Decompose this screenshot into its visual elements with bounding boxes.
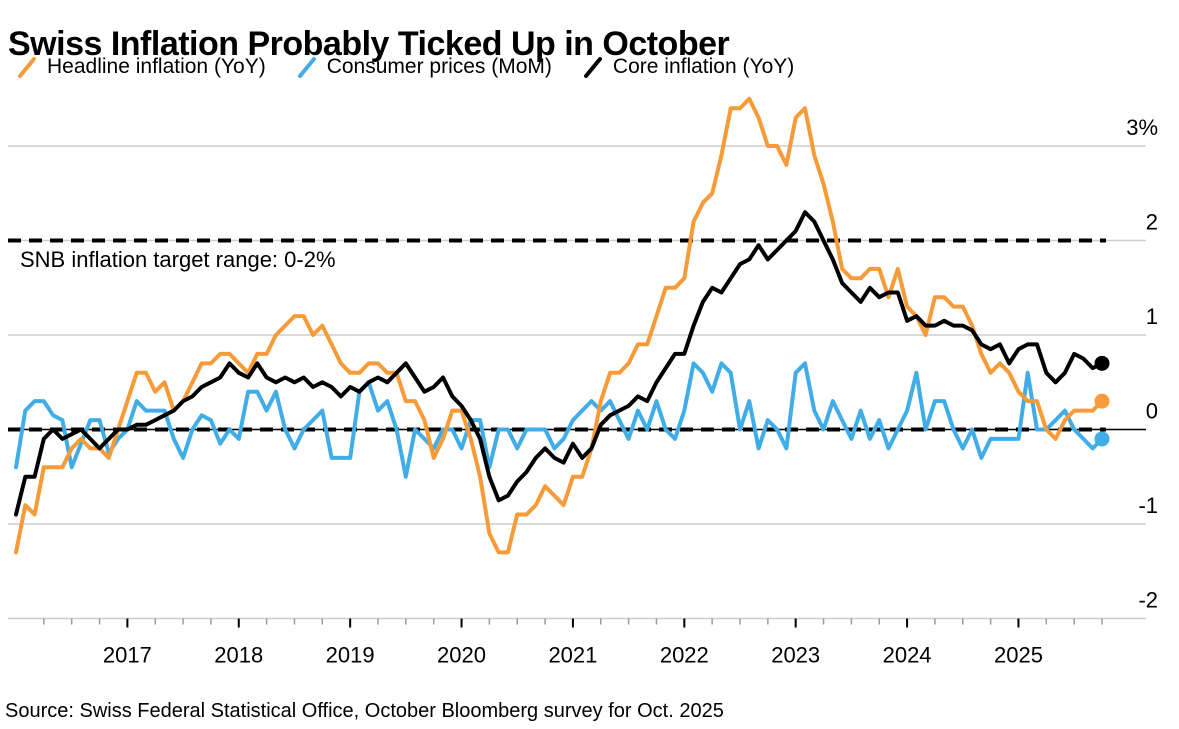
x-axis-label-2019: 2019	[326, 643, 375, 668]
snb-target-label: SNB inflation target range: 0-2%	[20, 247, 336, 272]
headline-end-dot	[1094, 393, 1110, 409]
inflation-chart-svg: 3% 2 1 0 -1 -2 2017 2018 2019 2020 2021 2022 2023 202…	[8, 96, 1158, 668]
consumer-prices-mom-line	[14, 361, 1104, 479]
source-note: Source: Swiss Federal Statistical Office…	[5, 700, 724, 722]
legend-item-mom: Consumer prices (MoM)	[296, 54, 552, 80]
legend-label-mom: Consumer prices (MoM)	[326, 55, 552, 78]
legend: Headline inflation (YoY) Consumer prices…	[16, 54, 794, 80]
y-axis-label-0: 0	[1146, 399, 1158, 424]
legend-label-core: Core inflation (YoY)	[612, 55, 795, 78]
x-axis-label-2018: 2018	[214, 643, 263, 668]
core-slash-icon	[583, 57, 602, 78]
legend-item-core: Core inflation (YoY)	[582, 54, 794, 80]
legend-item-headline: Headline inflation (YoY)	[16, 54, 266, 80]
y-axis-label-3: 3%	[1126, 115, 1158, 140]
core-end-dot	[1094, 355, 1110, 371]
x-axis-label-2023: 2023	[771, 643, 820, 668]
chart-title: Swiss Inflation Probably Ticked Up in Oc…	[8, 24, 730, 63]
x-axis-label-2025: 2025	[994, 643, 1043, 668]
x-axis-label-2017: 2017	[103, 643, 152, 668]
consumer-prices-slash-icon	[297, 57, 316, 78]
consumer-prices-mom-end-dot	[1094, 431, 1110, 447]
core-line	[14, 210, 1104, 517]
headline-line	[14, 96, 1104, 555]
y-axis-label--2: -2	[1138, 588, 1158, 613]
y-axis-label-1: 1	[1146, 304, 1158, 329]
x-axis-label-2022: 2022	[660, 643, 709, 668]
x-axis-label-2020: 2020	[437, 643, 486, 668]
chart-area: 3% 2 1 0 -1 -2 2017 2018 2019 2020 2021 2022 2023 202…	[8, 96, 1158, 668]
legend-label-headline: Headline inflation (YoY)	[47, 55, 266, 78]
y-axis-label--1: -1	[1138, 493, 1158, 518]
y-axis-label-2: 2	[1146, 210, 1158, 235]
x-axis-label-2024: 2024	[883, 643, 932, 668]
x-axis-label-2021: 2021	[548, 643, 597, 668]
headline-slash-icon	[18, 57, 36, 78]
